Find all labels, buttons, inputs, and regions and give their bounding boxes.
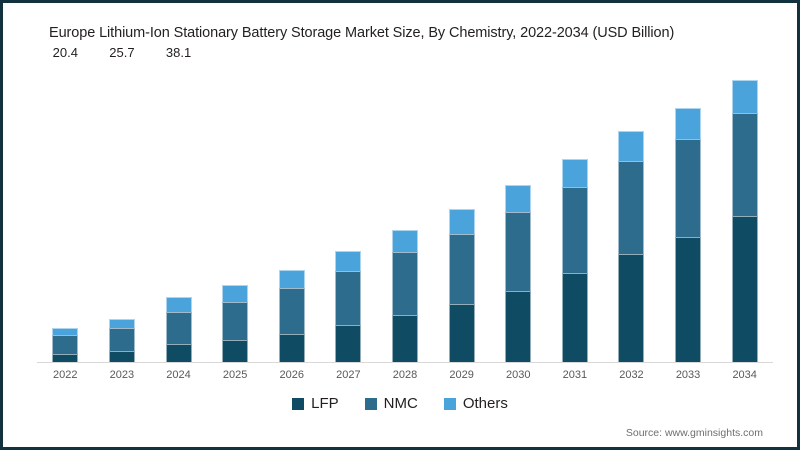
- bar-segment-others-2028[interactable]: [392, 230, 418, 252]
- bar-segment-nmc-2022[interactable]: [52, 334, 79, 354]
- bar-2025[interactable]: [222, 64, 249, 363]
- bar-2029[interactable]: [448, 64, 475, 363]
- bar-segment-nmc-2031[interactable]: [561, 187, 588, 274]
- bar-segment-lfp-2029[interactable]: [448, 304, 475, 363]
- bar-segment-nmc-2026[interactable]: [278, 287, 305, 334]
- source-attribution: Source: www.gminsights.com: [625, 427, 763, 439]
- x-tick-label-2033: 2033: [675, 369, 701, 381]
- bar-2023[interactable]: 25.7: [108, 45, 135, 363]
- bar-segment-others-2025[interactable]: [222, 285, 249, 302]
- x-tick-label-2028: 2028: [392, 369, 418, 381]
- bar-segment-lfp-2031[interactable]: [561, 273, 588, 363]
- bar-segment-nmc-2028[interactable]: [392, 251, 418, 315]
- x-axis-baseline: [37, 362, 773, 363]
- legend-swatch-nmc: [364, 397, 377, 410]
- legend-swatch-lfp: [292, 397, 305, 410]
- x-tick-label-2032: 2032: [619, 369, 644, 381]
- legend-item-lfp[interactable]: LFP: [292, 395, 339, 412]
- bar-segment-lfp-2026[interactable]: [278, 333, 305, 363]
- x-tick-label-2030: 2030: [505, 369, 531, 381]
- bar-segment-nmc-2023[interactable]: [108, 327, 135, 351]
- bar-2030[interactable]: [505, 64, 532, 363]
- x-tick-label-2027: 2027: [336, 369, 361, 381]
- legend-item-others[interactable]: Others: [443, 395, 508, 412]
- bar-segment-nmc-2024[interactable]: [165, 312, 192, 345]
- bar-segment-nmc-2025[interactable]: [222, 301, 249, 340]
- bar-segment-nmc-2032[interactable]: [618, 161, 645, 255]
- bar-segment-nmc-2033[interactable]: [675, 138, 702, 238]
- bar-2022[interactable]: 20.4: [52, 45, 79, 363]
- bar-segment-nmc-2034[interactable]: [731, 112, 758, 217]
- bar-value-label-2022: 20.4: [52, 45, 78, 60]
- bar-2026[interactable]: [278, 64, 305, 363]
- chart-title: Europe Lithium-Ion Stationary Battery St…: [49, 25, 675, 41]
- bar-2034[interactable]: [731, 64, 758, 363]
- x-tick-label-2031: 2031: [562, 369, 588, 381]
- bar-segment-others-2032[interactable]: [618, 130, 645, 162]
- x-tick-label-2022: 2022: [53, 369, 78, 381]
- bar-segment-others-2034[interactable]: [731, 80, 758, 113]
- bar-segment-nmc-2027[interactable]: [335, 270, 362, 326]
- bar-segment-lfp-2027[interactable]: [335, 325, 362, 363]
- bar-2033[interactable]: [675, 64, 702, 363]
- bar-segment-others-2024[interactable]: [165, 297, 192, 313]
- bar-2027[interactable]: [335, 64, 362, 363]
- bar-value-label-2023: 25.7: [109, 45, 135, 60]
- x-tick-label-2023: 2023: [109, 369, 135, 381]
- bar-segment-others-2027[interactable]: [335, 250, 362, 271]
- bar-2032[interactable]: [618, 64, 645, 363]
- bar-2031[interactable]: [561, 64, 588, 363]
- bar-segment-others-2031[interactable]: [561, 158, 588, 188]
- bar-segment-others-2030[interactable]: [505, 185, 532, 213]
- bar-segment-lfp-2030[interactable]: [505, 290, 532, 363]
- bar-segment-others-2026[interactable]: [278, 269, 305, 288]
- bar-segment-others-2023[interactable]: [108, 318, 135, 328]
- legend-item-nmc[interactable]: NMC: [364, 395, 418, 412]
- bar-2024[interactable]: 38.1: [165, 45, 192, 363]
- x-tick-label-2024: 2024: [166, 369, 191, 381]
- legend-swatch-others: [443, 397, 456, 410]
- x-tick-label-2029: 2029: [449, 369, 474, 381]
- chart-legend: LFP NMC Others: [3, 395, 797, 412]
- bar-segment-others-2022[interactable]: [52, 327, 79, 335]
- bar-2028[interactable]: [392, 64, 418, 363]
- legend-label-others: Others: [462, 395, 508, 412]
- bar-segment-lfp-2028[interactable]: [392, 314, 418, 363]
- bar-segment-nmc-2030[interactable]: [505, 212, 532, 291]
- bar-segment-lfp-2024[interactable]: [165, 344, 192, 363]
- bar-segment-lfp-2025[interactable]: [222, 339, 249, 363]
- bar-segment-others-2029[interactable]: [448, 209, 475, 234]
- bar-segment-lfp-2032[interactable]: [618, 254, 645, 363]
- x-tick-label-2026: 2026: [279, 369, 304, 381]
- x-tick-label-2025: 2025: [222, 369, 248, 381]
- bar-value-label-2024: 38.1: [165, 45, 192, 60]
- legend-label-nmc: NMC: [383, 395, 418, 412]
- bar-segment-lfp-2034[interactable]: [731, 216, 758, 363]
- bar-segment-others-2033[interactable]: [675, 107, 702, 139]
- legend-label-lfp: LFP: [311, 395, 339, 412]
- plot-area: 20.4 25.7 38.1: [37, 45, 773, 363]
- x-tick-label-2034: 2034: [732, 369, 757, 381]
- bar-segment-lfp-2033[interactable]: [675, 237, 702, 363]
- bar-segment-nmc-2029[interactable]: [448, 233, 475, 305]
